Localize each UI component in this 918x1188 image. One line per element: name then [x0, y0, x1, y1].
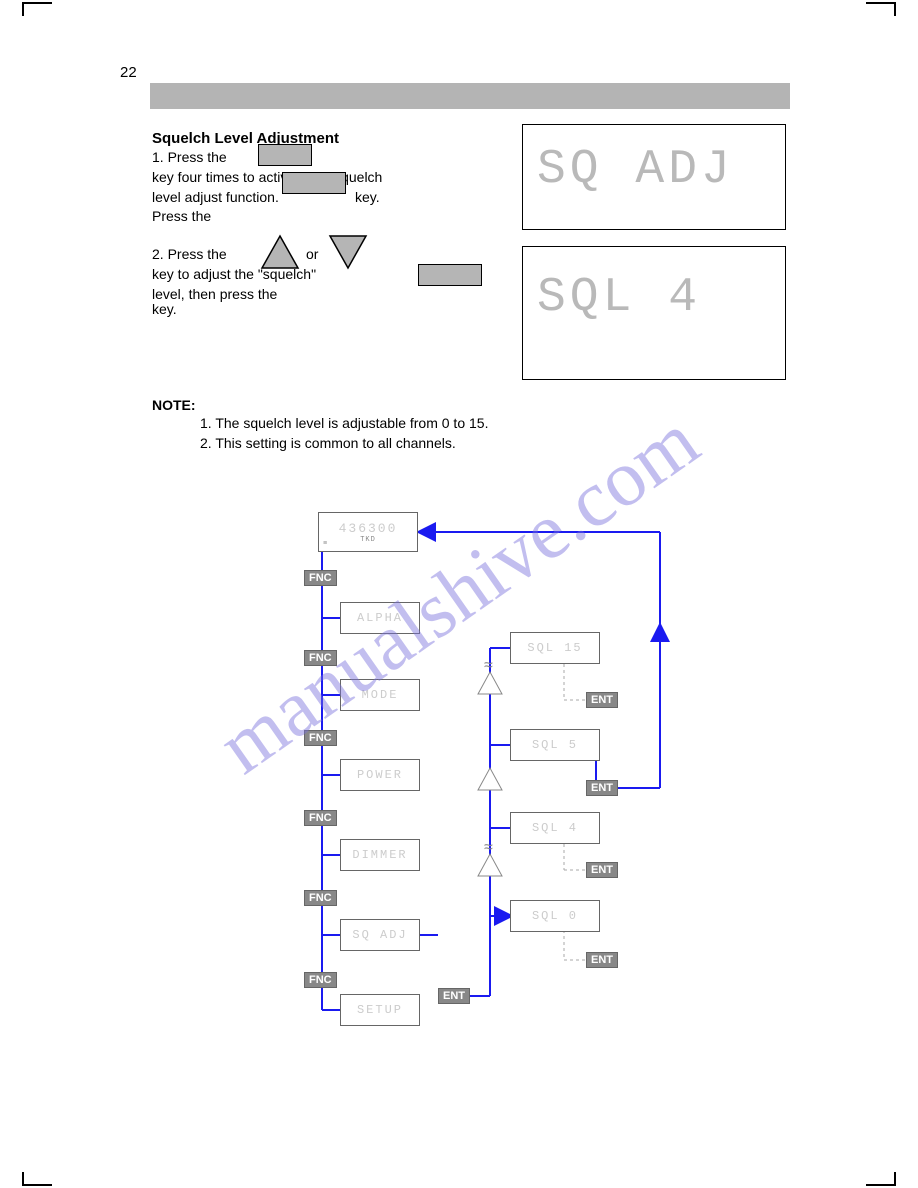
flow-top: 436300 TKD ≡ — [318, 512, 418, 552]
fnc-label-5: FNC — [304, 890, 337, 906]
flow-mode: MODE — [340, 679, 420, 711]
ent-r1: ENT — [586, 692, 618, 708]
fnc-label-2: FNC — [304, 650, 337, 666]
fnc-label-4: FNC — [304, 810, 337, 826]
ent-r4: ENT — [586, 952, 618, 968]
ent-label-branch: ENT — [438, 988, 470, 1004]
flow-sqadj: SQ ADJ — [340, 919, 420, 951]
flow-sql4: SQL 4 — [510, 812, 600, 844]
flow-power: POWER — [340, 759, 420, 791]
fnc-label-1: FNC — [304, 570, 337, 586]
flowchart-lines: ≈ ≈ — [0, 0, 918, 1188]
fnc-label-3: FNC — [304, 730, 337, 746]
fnc-label-6: FNC — [304, 972, 337, 988]
ent-r3: ENT — [586, 862, 618, 878]
svg-text:≈: ≈ — [484, 839, 493, 856]
flow-sql5: SQL 5 — [510, 729, 600, 761]
ent-r2: ENT — [586, 780, 618, 796]
flow-top-bars: ≡ — [323, 540, 327, 548]
flow-dimmer: DIMMER — [340, 839, 420, 871]
flow-alpha: ALPHA — [340, 602, 420, 634]
flow-sql15: SQL 15 — [510, 632, 600, 664]
svg-text:≈: ≈ — [484, 657, 493, 674]
flow-sql0: SQL 0 — [510, 900, 600, 932]
flow-top-sub: TKD — [360, 536, 376, 544]
flow-setup: SETUP — [340, 994, 420, 1026]
flow-top-text: 436300 — [339, 521, 398, 536]
